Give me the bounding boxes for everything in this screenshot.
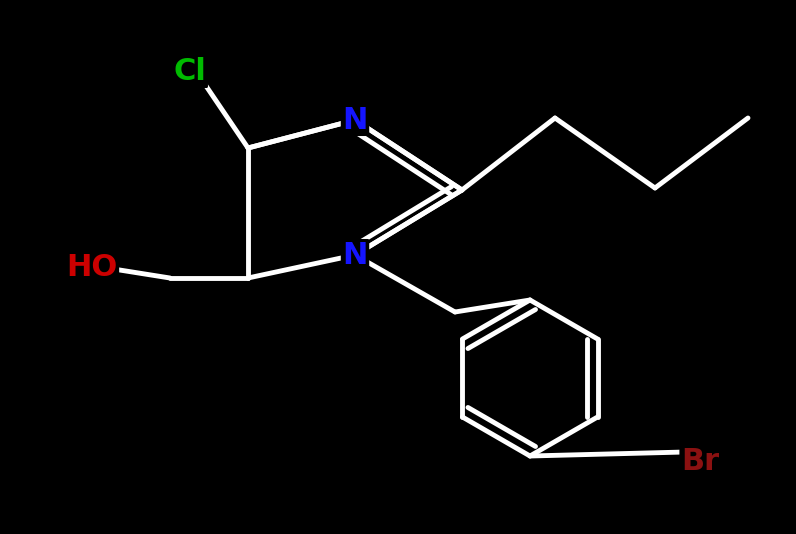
Text: N: N [342,106,368,135]
Text: Br: Br [681,447,719,476]
Text: HO: HO [66,254,118,282]
Text: Cl: Cl [174,58,206,87]
Text: N: N [342,240,368,270]
